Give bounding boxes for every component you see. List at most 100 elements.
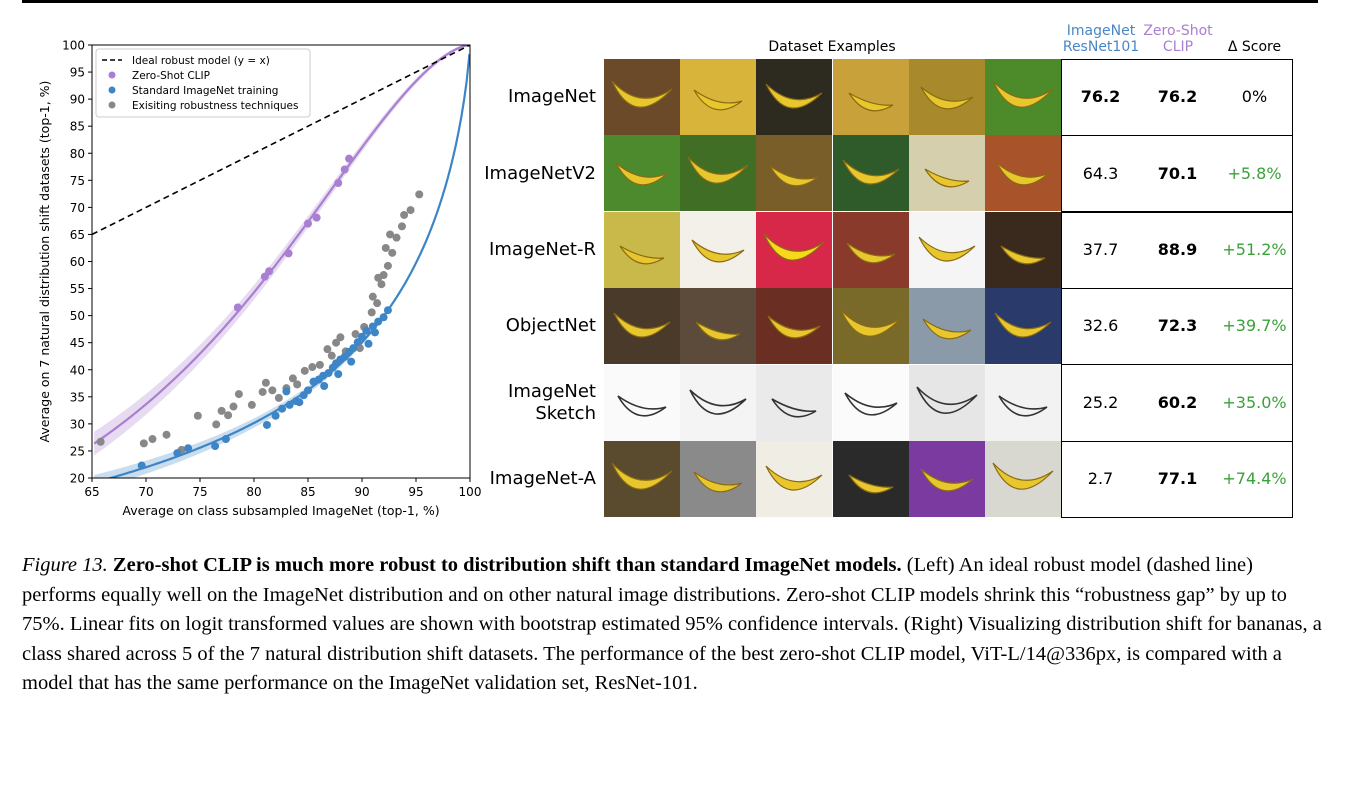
example-image-3-4	[908, 288, 985, 365]
robustness-point	[274, 393, 283, 402]
delta-score: +39.7%	[1222, 316, 1287, 336]
standard-imagenet-point	[271, 411, 280, 420]
banana-illustration	[693, 471, 743, 493]
clip-score: 60.2	[1157, 392, 1198, 412]
y-tick-label: 60	[70, 255, 85, 269]
resnet-column-header: ImageNet ResNet101	[1062, 23, 1140, 55]
standard-imagenet-point	[282, 387, 291, 396]
legend: Ideal robust model (y = x) Zero-Shot CLIP…	[95, 48, 311, 118]
robustness-point	[148, 435, 157, 444]
example-image-3-3	[832, 288, 909, 365]
delta-score: +35.0%	[1222, 392, 1287, 412]
example-image-3-5	[985, 288, 1061, 365]
example-image-0-3	[832, 59, 909, 135]
robustness-point	[397, 222, 406, 231]
standard-imagenet-point	[320, 381, 329, 390]
caption-title: Zero-shot CLIP is much more robust to di…	[112, 554, 902, 576]
y-tick-label: 20	[70, 472, 85, 486]
y-tick-label: 100	[62, 39, 85, 53]
banana-illustration	[693, 89, 743, 111]
example-image-1-3	[832, 135, 909, 212]
banana-illustration	[848, 92, 893, 112]
banana-shape	[994, 312, 1052, 338]
banana-shape	[611, 80, 673, 108]
y-tick-label: 55	[70, 282, 85, 296]
standard-imagenet-point	[211, 442, 220, 451]
zero-shot-clip-point	[304, 219, 312, 228]
x-tick-label: 80	[246, 485, 261, 499]
example-image-2-4	[908, 211, 985, 288]
robustness-point	[323, 345, 332, 354]
zero-shot-clip-point	[312, 213, 321, 222]
delta-column-header: Δ Score	[1227, 39, 1282, 55]
robustness-point	[373, 299, 382, 308]
zero-shot-clip-point	[345, 154, 354, 163]
banana-illustration	[992, 462, 1054, 490]
robustness-point	[193, 411, 202, 420]
banana-shape	[848, 92, 893, 112]
banana-shape	[695, 321, 741, 341]
legend-entry: Standard ImageNet training	[132, 85, 278, 97]
banana-shape	[765, 465, 823, 491]
banana-illustration	[846, 242, 895, 264]
example-image-2-0	[604, 211, 680, 288]
x-tick-label: 95	[408, 485, 423, 499]
standard-imagenet-confidence-band	[94, 53, 470, 478]
robustness-point	[293, 380, 302, 389]
banana-shape	[922, 318, 972, 340]
example-image-3-0	[604, 288, 680, 365]
banana-illustration	[840, 309, 902, 337]
legend-entry: Exisiting robustness techniques	[132, 100, 298, 112]
robustness-point	[234, 390, 243, 399]
robustness-point	[381, 243, 390, 252]
banana-illustration	[920, 468, 974, 492]
robustness-point	[258, 387, 267, 396]
x-tick-label: 100	[459, 485, 482, 499]
robustness-point	[139, 439, 148, 448]
x-tick-label: 85	[300, 485, 315, 499]
clip-score: 76.2	[1157, 87, 1198, 107]
table-rule	[1061, 364, 1293, 366]
standard-imagenet-point	[358, 332, 366, 341]
robustness-point	[374, 273, 383, 282]
zero-shot-clip-point	[265, 267, 274, 276]
standard-imagenet-point	[295, 398, 304, 407]
banana-illustration	[918, 236, 976, 262]
y-tick-label: 35	[70, 390, 85, 404]
standard-imagenet-point	[353, 338, 362, 347]
banana-illustration	[617, 394, 667, 417]
robustness-point	[268, 386, 277, 395]
robustness-point	[377, 280, 386, 289]
table-rule	[1061, 59, 1063, 518]
robustness-point	[300, 366, 309, 375]
y-tick-label: 40	[70, 363, 85, 377]
y-tick-label: 85	[70, 120, 85, 134]
example-image-1-1	[680, 135, 757, 212]
standard-imagenet-point	[324, 368, 333, 377]
table-rule	[1061, 440, 1293, 442]
delta-score: +74.4%	[1222, 469, 1287, 489]
banana-illustration	[611, 462, 673, 490]
row-label-5: ImageNet-A	[489, 468, 596, 490]
banana-shape	[771, 397, 817, 418]
resnet-score: 2.7	[1087, 469, 1114, 489]
robustness-point	[308, 363, 317, 372]
robustness-point	[332, 338, 341, 347]
robustness-point	[367, 308, 376, 317]
y-tick-label: 65	[70, 228, 85, 242]
banana-illustration	[613, 312, 671, 338]
example-image-2-5	[985, 211, 1061, 288]
zero-shot-clip-point	[284, 249, 293, 258]
banana-illustration	[763, 233, 825, 261]
robustness-point	[315, 360, 324, 369]
top-rule	[22, 0, 1318, 3]
delta-score: +5.8%	[1227, 163, 1282, 183]
resnet-score: 76.2	[1080, 87, 1121, 107]
legend-entry: Zero-Shot CLIP	[132, 70, 210, 82]
y-tick-label: 30	[70, 417, 85, 431]
resnet-score: 25.2	[1082, 392, 1119, 412]
standard-imagenet-point	[304, 386, 312, 395]
table-rule	[1292, 59, 1294, 518]
banana-illustration	[848, 474, 893, 494]
banana-illustration	[996, 162, 1050, 186]
